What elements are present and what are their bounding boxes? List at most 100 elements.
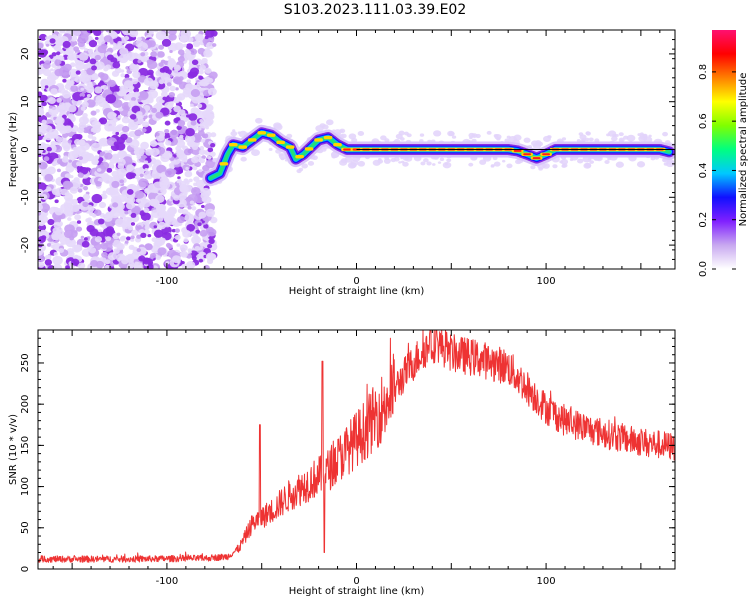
noise-blob [81,240,90,248]
noise-blob [38,211,42,216]
noise-blob [53,134,59,139]
noise-blob [190,120,197,126]
noise-blob [169,85,176,92]
noise-blob [176,243,181,247]
noise-blob [115,142,126,151]
noise-blob [58,248,65,253]
noise-blob [41,101,47,107]
noise-blob [186,261,196,269]
noise-blob [203,119,213,127]
noise-blob [61,114,67,119]
noise-blob [112,202,119,208]
noise-blob [139,173,144,178]
noise-blob [230,131,238,137]
noise-blob [160,72,171,81]
noise-blob [192,166,198,171]
noise-blob [137,90,149,101]
noise-blob [69,186,78,194]
noise-blob [58,87,66,94]
noise-blob [104,152,113,160]
spectrogram-marks [38,30,675,269]
noise-blob [506,163,513,169]
noise-blob [190,89,201,98]
bottom-ytick-label: 200 [20,395,31,414]
noise-blob [81,74,92,84]
noise-blob [195,229,201,234]
noise-blob [115,131,120,136]
noise-blob [77,188,83,193]
noise-blob [493,134,499,138]
noise-blob [89,117,98,125]
noise-blob [103,67,109,72]
noise-blob [168,101,174,106]
noise-blob [142,164,149,170]
noise-blob [137,59,142,64]
colorbar-label: Normalized spectral amplitude [738,73,749,227]
noise-blob [101,93,107,97]
noise-blob [186,79,191,84]
noise-blob [160,91,168,98]
noise-blob [209,253,217,260]
noise-blob [142,257,151,265]
noise-blob [165,261,170,265]
noise-blob [307,161,315,166]
colorbar-tick-label: 0.8 [698,64,709,80]
noise-blob [201,204,205,209]
snr-marks [38,330,675,563]
noise-blob [205,41,215,50]
noise-blob [159,237,166,243]
noise-blob [74,76,82,83]
noise-blob [175,145,182,152]
noise-blob [108,186,119,195]
noise-blob [120,73,126,78]
noise-blob [182,157,188,163]
noise-blob [107,79,116,88]
noise-blob [439,157,445,162]
noise-blob [174,234,181,241]
noise-blob [191,94,202,104]
bottom-ytick-label: 250 [20,353,31,372]
noise-blob [77,40,85,47]
noise-blob [296,169,302,174]
noise-blob [148,198,158,207]
noise-blob [174,228,180,233]
noise-blob [92,242,96,246]
noise-blob [158,62,164,67]
noise-blob [153,229,164,238]
noise-blob [162,182,167,186]
top-xtick-label: 0 [353,276,359,287]
noise-blob [132,71,141,79]
noise-blob [123,94,131,101]
noise-blob [144,225,150,230]
noise-blob [357,131,365,136]
noise-blob [81,101,89,108]
noise-blob [38,91,43,97]
noise-blob [191,156,199,164]
top-ytick-label: -10 [20,189,31,205]
noise-blob [187,205,192,210]
noise-blob [94,36,99,41]
noise-blob [106,167,113,173]
noise-blob [54,68,64,77]
noise-blob [125,172,135,180]
colorbar-tick-label: 0.2 [698,212,709,228]
noise-blob [67,104,77,113]
noise-blob [268,148,273,152]
noise-blob [38,42,44,49]
noise-blob [121,257,129,265]
noise-blob [155,194,165,203]
noise-blob [126,189,134,195]
noise-blob [77,162,82,167]
noise-blob [101,193,108,200]
noise-blob [162,150,173,159]
noise-blob [618,137,625,143]
noise-blob [91,193,103,204]
noise-blob [172,76,182,85]
noise-blob [87,221,92,226]
noise-blob [86,236,91,240]
noise-blob [48,105,53,109]
noise-blob [42,163,48,168]
noise-blob [82,193,91,201]
noise-blob [523,137,531,143]
